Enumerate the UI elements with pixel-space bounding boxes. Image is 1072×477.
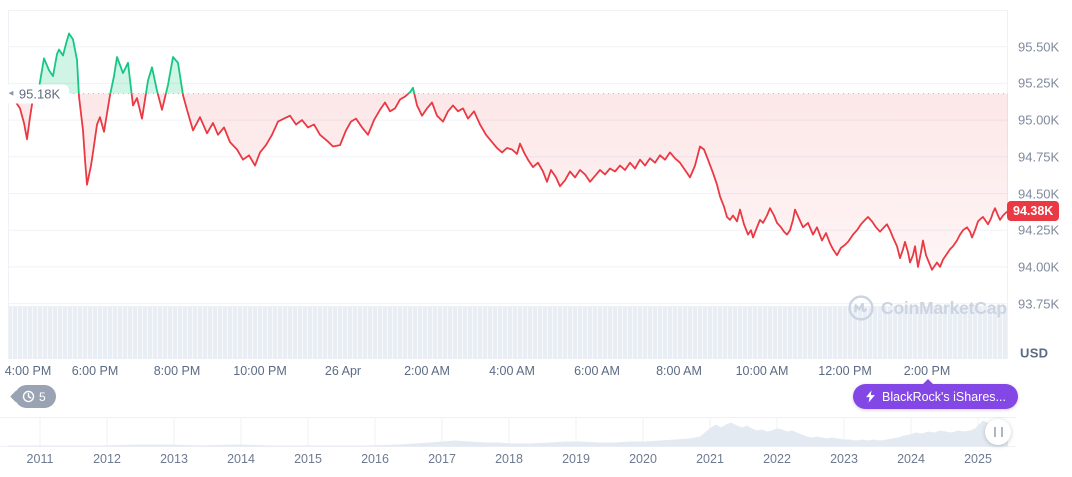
open-price-value: 95.18K	[18, 86, 61, 102]
time-axis-label: 10:00 AM	[735, 364, 789, 378]
price-axis-label: 95.00K	[1018, 112, 1060, 128]
price-line-down	[8, 93, 1008, 271]
year-axis-label: 2013	[160, 452, 188, 466]
year-axis-label: 2014	[227, 452, 255, 466]
time-axis-label: 4:00 AM	[489, 364, 535, 378]
year-axis-label: 2011	[26, 452, 54, 466]
history-events-badge[interactable]: 5	[15, 385, 56, 408]
left-caret-icon: ◄	[7, 88, 15, 98]
timeline-minimap[interactable]	[0, 417, 1072, 448]
price-axis-label: 94.00K	[1018, 259, 1060, 275]
year-axis-label: 2024	[897, 452, 925, 466]
time-axis-label: 10:00 PM	[233, 364, 287, 378]
price-line-up	[36, 32, 416, 94]
year-axis-label: 2020	[629, 452, 657, 466]
year-axis-label: 2021	[696, 452, 724, 466]
price-axis-label: 94.75K	[1018, 149, 1060, 165]
time-axis-label: 8:00 AM	[656, 364, 702, 378]
year-axis-label: 2017	[428, 452, 456, 466]
time-axis-label: 26 Apr	[324, 364, 362, 378]
price-axis-label: 94.25K	[1018, 222, 1060, 238]
time-axis-label: 6:00 PM	[71, 364, 119, 378]
time-axis-label: 2:00 AM	[404, 364, 450, 378]
year-axis-label: 2025	[964, 452, 992, 466]
time-axis-label: 2:00 PM	[903, 364, 951, 378]
current-price-badge: 94.38K	[1007, 201, 1060, 222]
coinmarketcap-logo-icon	[848, 295, 874, 321]
year-axis-label: 2018	[495, 452, 523, 466]
area-fill-down	[8, 93, 1008, 270]
time-axis-label: 12:00 PM	[818, 364, 872, 378]
minimap-area	[8, 420, 1008, 447]
year-axis-label: 2016	[361, 452, 389, 466]
lightning-icon	[866, 390, 875, 403]
range-handle[interactable]	[985, 419, 1011, 445]
clock-icon	[22, 390, 35, 403]
price-axis-label: 93.75K	[1018, 296, 1060, 312]
pause-icon	[993, 427, 1003, 437]
coinmarketcap-watermark: CoinMarketCap	[848, 295, 1007, 321]
year-axis-label: 2015	[294, 452, 322, 466]
news-event-label: BlackRock's iShares...	[882, 389, 1006, 404]
price-axis-label: 95.50K	[1018, 39, 1060, 55]
year-axis-label: 2023	[830, 452, 858, 466]
price-axis-label: 95.25K	[1018, 75, 1060, 91]
volume-bars	[8, 306, 1008, 359]
time-axis-label: 6:00 AM	[574, 364, 620, 378]
year-axis-label: 2022	[763, 452, 791, 466]
open-price-label: ◄ 95.18K	[2, 84, 70, 104]
time-axis-label: 8:00 PM	[153, 364, 201, 378]
price-axis-label: 94.50K	[1018, 186, 1060, 201]
price-chart-canvas[interactable]	[8, 10, 1008, 358]
year-axis-label: 2019	[562, 452, 590, 466]
watermark-text: CoinMarketCap	[881, 297, 1007, 318]
currency-label: USD	[1020, 345, 1049, 361]
news-event-badge[interactable]: BlackRock's iShares...	[853, 379, 1018, 409]
year-axis-label: 2012	[93, 452, 121, 466]
time-axis-label: 4:00 PM	[4, 364, 52, 378]
history-events-count: 5	[39, 389, 46, 404]
